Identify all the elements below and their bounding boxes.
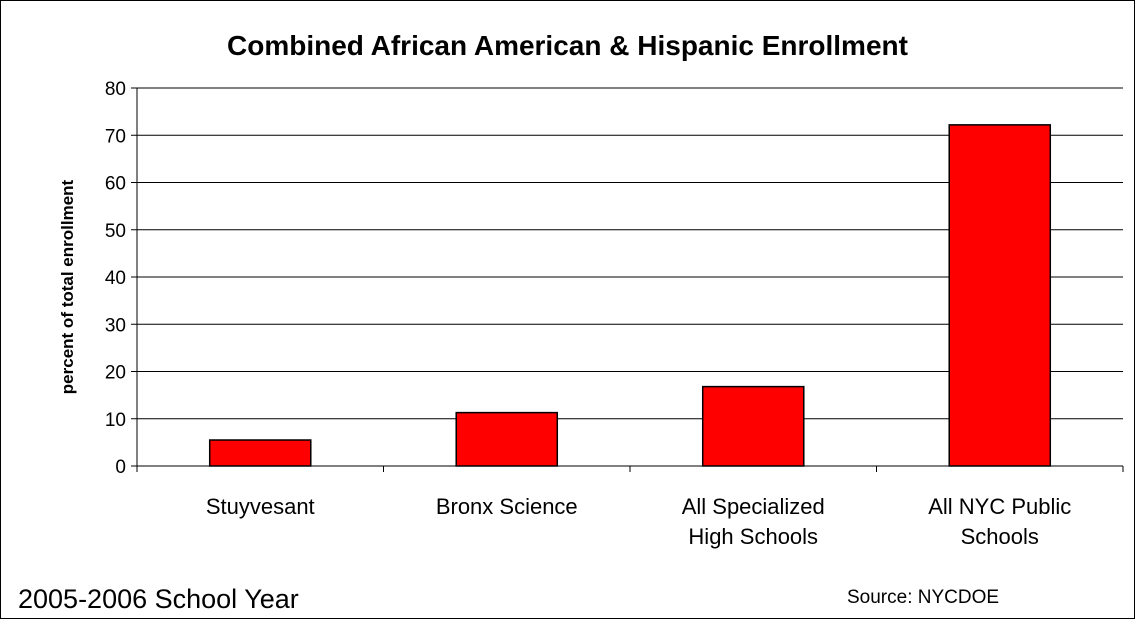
x-category-label-2: All Specialized High Schools <box>682 494 825 549</box>
y-tick-label-0: 0 <box>115 457 126 478</box>
school-year-note: 2005-2006 School Year <box>18 584 299 614</box>
y-tick-label-70: 70 <box>105 126 126 147</box>
bar-3 <box>948 124 1052 467</box>
axes <box>131 87 1124 472</box>
bars <box>208 124 1052 467</box>
y-tick-label-30: 30 <box>105 315 126 336</box>
y-tick-label-40: 40 <box>105 268 126 289</box>
y-axis-title: percent of total enrollment <box>58 179 77 394</box>
x-category-label-1: Bronx Science <box>436 494 578 519</box>
source-note: Source: NYCDOE <box>847 587 1000 608</box>
bar-2 <box>701 385 805 467</box>
bar-0 <box>208 439 312 467</box>
x-category-label-0: Stuyvesant <box>206 494 315 519</box>
y-tick-label-60: 60 <box>105 174 126 195</box>
y-tick-label-50: 50 <box>105 221 126 242</box>
bar-1 <box>455 411 559 467</box>
y-tick-label-80: 80 <box>105 79 126 100</box>
axis-labels: 0 10 20 30 40 50 60 70 80 Stuyvesant Bronx Science… <box>58 79 1071 549</box>
chart-title: Combined African American & Hispanic Enr… <box>227 30 908 61</box>
y-tick-label-20: 20 <box>105 363 126 384</box>
x-category-label-3: All NYC Public Schools <box>928 494 1071 549</box>
y-tick-label-10: 10 <box>105 410 126 431</box>
